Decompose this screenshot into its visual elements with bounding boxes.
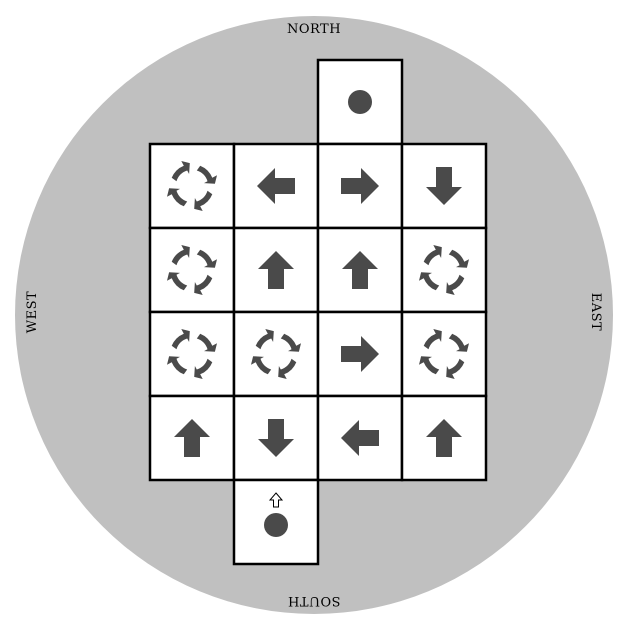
player-dot-icon [264,513,288,537]
board-cell-rotate[interactable] [400,310,488,398]
south-label: SOUTH [287,593,340,608]
board-cell-rotate[interactable] [232,310,320,398]
west-label: WEST [25,291,40,333]
board-cell-start[interactable] [232,478,320,566]
cell-tile [400,226,488,314]
goal-dot-icon [348,90,372,114]
board-cell-goal[interactable] [316,58,404,146]
cell-tile [148,226,236,314]
board-cell-rotate[interactable] [400,226,488,314]
board-cells [148,58,488,566]
board-cell-arrow-up[interactable] [316,226,404,314]
board-cell-arrow-left[interactable] [232,142,320,230]
board-cell-arrow-up[interactable] [148,394,236,482]
north-label: NORTH [287,22,341,37]
board-cell-arrow-down[interactable] [232,394,320,482]
cell-tile [148,310,236,398]
board-cell-rotate[interactable] [148,226,236,314]
board-cell-arrow-up[interactable] [232,226,320,314]
cell-tile [400,310,488,398]
east-label: EAST [588,293,603,331]
board-cell-arrow-right[interactable] [316,310,404,398]
facing-arrow-icon [268,492,284,508]
cell-tile [232,310,320,398]
board-cell-arrow-down[interactable] [400,142,488,230]
cell-tile [148,142,236,230]
board-cell-arrow-up[interactable] [400,394,488,482]
board-cell-rotate[interactable] [148,310,236,398]
board-cell-rotate[interactable] [148,142,236,230]
board-cell-arrow-right[interactable] [316,142,404,230]
board-cell-arrow-left[interactable] [316,394,404,482]
cell-tile [400,394,488,482]
